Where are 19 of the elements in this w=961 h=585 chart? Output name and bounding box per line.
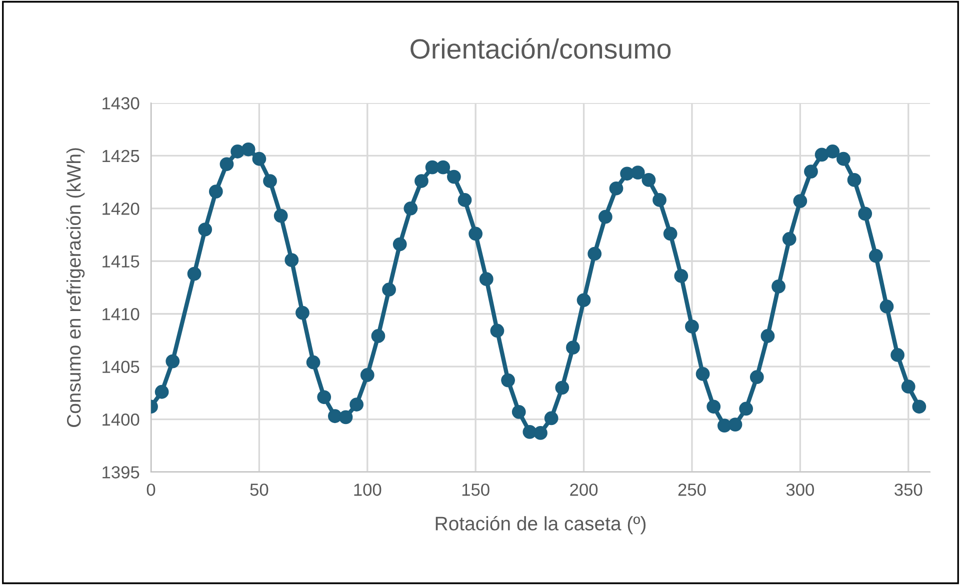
x-tick-label: 350 [894,484,922,496]
x-tick-label: 0 [146,484,156,496]
y-tick-label: 1400 [102,413,140,426]
y-axis-title: Consumo en refrigeración (kWh) [66,148,85,427]
y-tick-label: 1410 [102,308,140,320]
x-tick-label: 150 [462,484,490,496]
chart-title: Orientación/consumo [410,38,671,59]
x-tick-label: 250 [678,484,706,496]
y-tick-label: 1425 [102,150,140,162]
x-tick-label: 100 [354,484,382,496]
x-tick-label: 200 [570,484,598,496]
y-tick-label: 1395 [102,466,140,478]
y-tick-label: 1430 [102,97,140,110]
x-tick-label: 300 [786,484,814,496]
y-tick-label: 1420 [102,202,140,215]
y-tick-label: 1415 [102,255,140,268]
y-tick-label: 1405 [102,360,140,374]
x-tick-label: 50 [250,484,268,496]
x-axis-title: Rotación de la caseta (º) [436,516,646,534]
